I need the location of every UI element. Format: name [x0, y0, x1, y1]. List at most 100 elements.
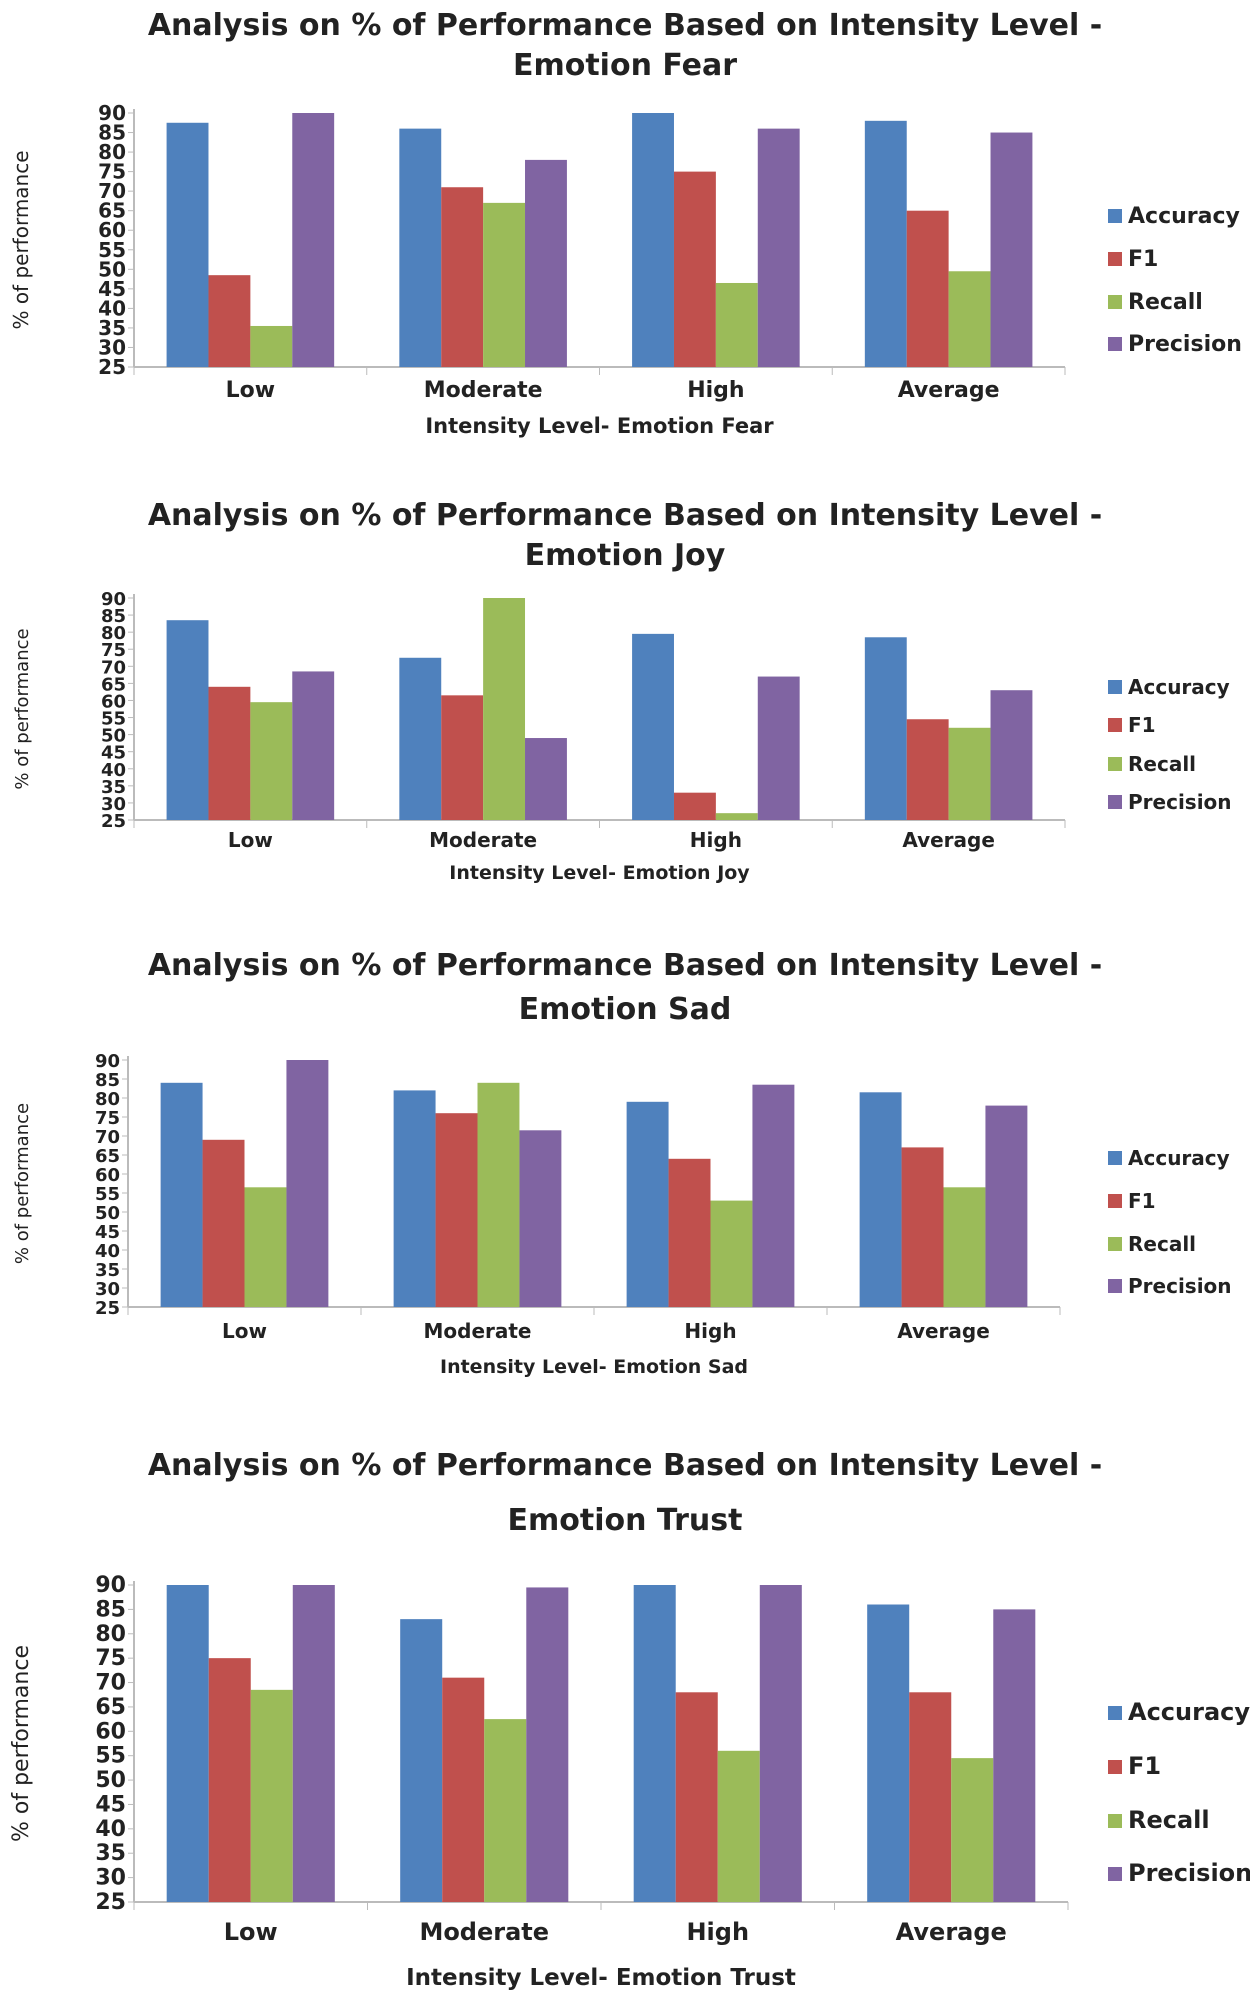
bar-recall-average [943, 1187, 986, 1307]
legend-label: Accuracy [1128, 1698, 1250, 1726]
bar-recall-low [250, 325, 293, 367]
y-tick-label: 55 [101, 709, 126, 730]
bar-precision-high [752, 1084, 795, 1307]
legend-swatch [1108, 1814, 1122, 1828]
bar-accuracy-low [160, 1082, 203, 1307]
y-tick-label: 80 [95, 1089, 120, 1110]
bar-f1-low [202, 1139, 245, 1307]
legend-label: F1 [1128, 1752, 1161, 1780]
y-tick-label: 75 [101, 640, 126, 661]
bar-f1-high [668, 1158, 711, 1307]
bar-f1-high [673, 171, 716, 367]
x-tick-label: High [687, 378, 744, 403]
bar-precision-moderate [525, 738, 567, 820]
y-tick-label: 85 [95, 1597, 126, 1622]
y-axis-label: % of performance [12, 1103, 33, 1264]
legend-swatch [1108, 795, 1122, 809]
legend-swatch [1108, 1706, 1122, 1720]
bar-accuracy-high [632, 633, 674, 820]
y-axis-label: % of performance [9, 1645, 34, 1842]
bar-f1-low [208, 1658, 251, 1902]
bar-recall-moderate [484, 1719, 527, 1902]
y-tick-label: 60 [95, 1719, 126, 1744]
legend-swatch [1108, 757, 1122, 771]
y-axis-label: % of performance [12, 628, 33, 789]
y-tick-label: 70 [101, 657, 126, 678]
bar-accuracy-low [166, 122, 209, 368]
bar-f1-average [909, 1692, 952, 1902]
bar-accuracy-high [626, 1101, 669, 1307]
bar-precision-moderate [519, 1130, 562, 1307]
bar-precision-high [759, 1585, 802, 1902]
bar-recall-high [717, 1750, 760, 1902]
bar-accuracy-average [864, 637, 907, 820]
y-tick-label: 25 [101, 811, 126, 832]
y-tick-label: 90 [101, 589, 126, 610]
y-tick-label: 70 [98, 179, 126, 203]
y-tick-label: 70 [95, 1127, 120, 1148]
bar-accuracy-moderate [399, 128, 442, 367]
y-tick-label: 80 [95, 1622, 126, 1647]
x-tick-label: Moderate [429, 828, 537, 852]
legend-label: Precision [1128, 790, 1232, 814]
legend-swatch [1108, 718, 1122, 732]
x-tick-label: Moderate [424, 378, 543, 403]
bar-accuracy-moderate [399, 657, 442, 820]
bar-accuracy-low [166, 1585, 209, 1902]
y-tick-label: 65 [95, 1146, 120, 1167]
bar-recall-high [715, 813, 758, 820]
bar-f1-high [673, 792, 716, 820]
bar-f1-low [208, 275, 251, 367]
x-tick-label: Low [224, 1918, 278, 1946]
legend-swatch [1108, 680, 1122, 694]
y-tick-label: 40 [98, 296, 126, 320]
legend-label: Precision [1128, 1859, 1250, 1887]
chart-title-line: Analysis on % of Performance Based on In… [147, 1448, 1103, 1483]
x-tick-label: Low [226, 378, 275, 403]
y-tick-label: 35 [95, 1260, 120, 1281]
y-tick-label: 30 [101, 794, 126, 815]
legend-swatch [1108, 209, 1122, 223]
chart-title-line: Analysis on % of Performance Based on In… [147, 948, 1103, 983]
y-tick-label: 25 [95, 1890, 126, 1915]
bar-precision-low [292, 113, 335, 367]
bar-accuracy-high [632, 113, 674, 367]
legend-label: Accuracy [1128, 1146, 1230, 1170]
legend-label: F1 [1128, 1189, 1156, 1213]
legend-swatch [1108, 1760, 1122, 1774]
y-tick-label: 85 [95, 1070, 120, 1091]
legend-label: Recall [1128, 1806, 1210, 1834]
y-tick-label: 45 [95, 1792, 126, 1817]
bar-precision-low [292, 1585, 335, 1902]
legend-swatch [1108, 1237, 1122, 1251]
y-tick-label: 40 [95, 1817, 126, 1842]
y-tick-label: 75 [95, 1646, 126, 1671]
bar-precision-low [292, 671, 335, 820]
y-tick-label: 30 [95, 1866, 126, 1891]
bar-recall-high [715, 282, 758, 367]
chart-title-line: Emotion Trust [507, 1503, 743, 1538]
bar-f1-average [906, 210, 949, 367]
x-tick-label: Average [896, 1918, 1007, 1946]
bar-precision-average [990, 690, 1033, 820]
bar-recall-average [948, 727, 991, 820]
y-tick-label: 40 [95, 1241, 120, 1262]
bar-accuracy-high [633, 1585, 676, 1902]
bar-recall-low [250, 1689, 293, 1902]
legend-label: F1 [1128, 713, 1156, 737]
y-tick-label: 60 [98, 218, 126, 242]
y-axis-label: % of performance [9, 150, 33, 329]
x-axis-label: Intensity Level- Emotion Joy [449, 862, 750, 884]
y-tick-label: 35 [98, 316, 126, 340]
y-tick-label: 75 [95, 1108, 120, 1129]
y-tick-label: 70 [95, 1671, 126, 1696]
bar-precision-low [286, 1060, 329, 1307]
x-tick-label: Average [902, 828, 995, 852]
chart-title-line: Analysis on % of Performance Based on In… [147, 498, 1103, 533]
y-tick-label: 90 [95, 1051, 120, 1072]
bar-accuracy-low [166, 620, 209, 820]
legend-swatch [1108, 252, 1122, 266]
bar-precision-average [990, 132, 1033, 367]
